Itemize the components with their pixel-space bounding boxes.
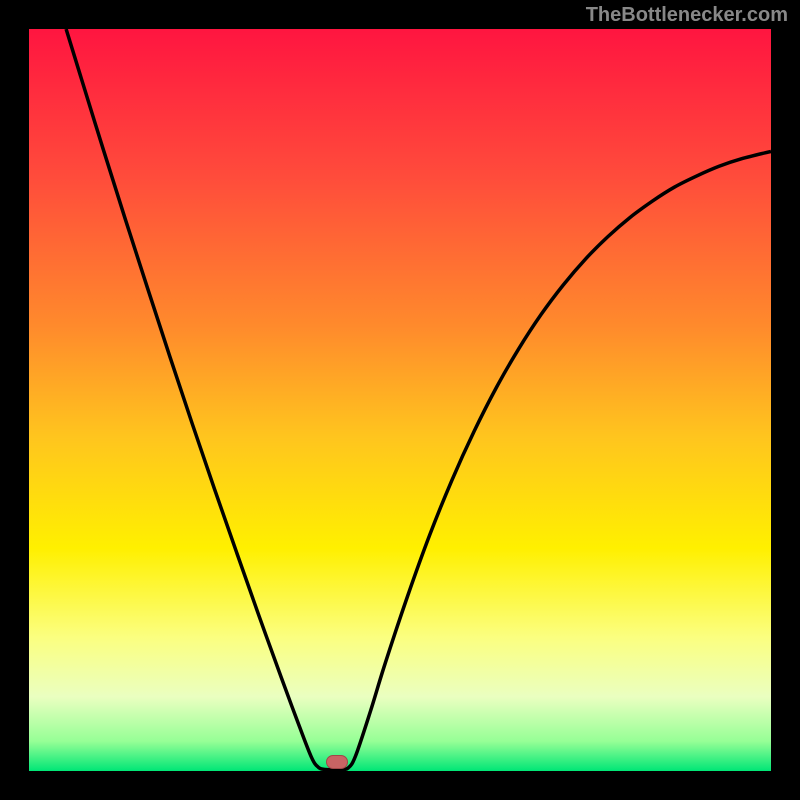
watermark-text: TheBottlenecker.com xyxy=(586,4,788,27)
chart-container: TheBottlenecker.com xyxy=(0,0,800,800)
plot-area xyxy=(29,29,771,771)
curve-layer xyxy=(29,29,771,771)
optimum-marker xyxy=(326,755,348,769)
bottleneck-curve xyxy=(66,29,771,770)
